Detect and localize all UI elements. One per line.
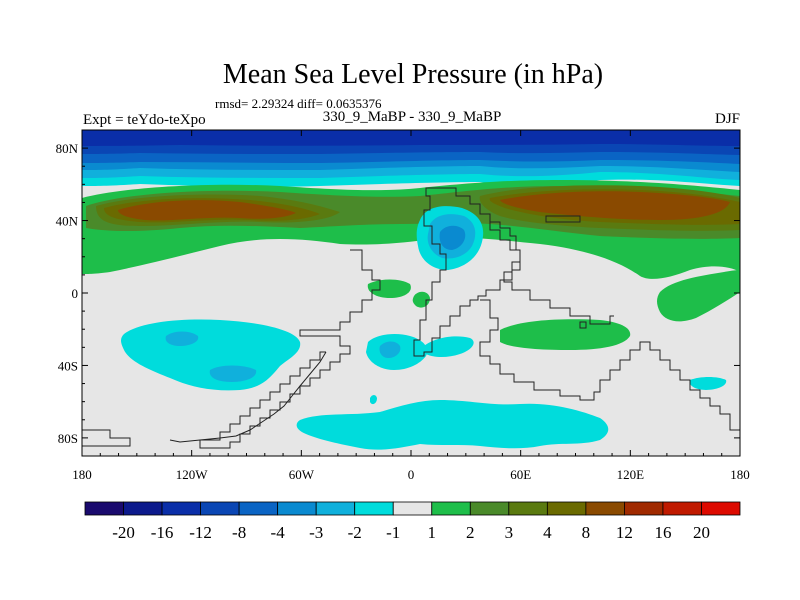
colorbar-swatch [392,501,433,516]
colorbar-label: 8 [582,523,591,542]
left-label: Expt = teYdo-teXpo [83,112,206,128]
colorbar-swatch [200,501,240,516]
low-pacific-east-minus1 [689,377,727,390]
colorbar-label: 2 [466,523,475,542]
colorbar-label: 12 [616,523,633,542]
coastline-maritime [579,321,587,329]
colorbar-label: -2 [348,523,362,542]
colorbar-swatch [508,501,548,516]
low-south-pacific-minus2a [165,331,199,346]
band-plus8-north [118,191,730,221]
colorbar-swatch [238,501,279,516]
colorbar-label: -8 [232,523,246,542]
colorbar-swatch [624,501,664,516]
colorbar-label: -4 [271,523,286,542]
colorbar-swatch [161,501,201,516]
y-axis: 80N 40N 0 40S 80S [56,129,740,457]
low-south-africa-minus1 [424,336,474,357]
center-label: 330_9_MaBP - 330_9_MaBP [323,109,502,125]
colorbar-label: -20 [112,523,135,542]
colorbar-label: 16 [654,523,671,542]
chart-title: Mean Sea Level Pressure (in hPa) [223,59,603,90]
y-tick-label: 0 [72,286,79,301]
colorbar-swatch [546,501,587,516]
colorbar-swatch [354,501,394,516]
coastline-east-asia [545,215,581,223]
x-axis: 180 120W 60W 0 60E 120E 180 [72,130,750,482]
y-tick-label: 40N [56,214,79,229]
band-minus12-north [82,130,740,146]
colorbar-swatch [84,501,124,516]
coastline-indian-ocean [479,299,740,431]
low-southern-ocean-minus1 [296,400,609,450]
colorbar-swatch [469,501,510,516]
high-patch-indian [500,319,631,350]
low-southern-ocean-small [370,395,377,405]
colorbar-label: 20 [693,523,710,542]
x-tick-label: 180 [730,467,750,482]
colorbar-swatch [701,501,741,516]
x-tick-label: 60E [510,467,531,482]
coastline-asia [490,221,614,325]
colorbar-label: 1 [428,523,437,542]
colorbar-label: -1 [386,523,400,542]
high-patch-pacific-east [657,270,740,322]
chart-subtitle: rmsd= 2.29324 diff= 0.0635376 [215,96,382,111]
colorbar: -20 -16 -12 -8 -4 -3 -2 -1 1 2 3 4 8 12 16 20 [84,501,741,542]
low-south-pacific-minus2b [209,365,257,382]
pressure-field [82,130,740,456]
right-label: DJF [715,111,740,127]
x-tick-label: 180 [72,467,92,482]
x-tick-label: 60W [289,467,315,482]
colorbar-swatch [585,501,625,516]
colorbar-swatch [123,501,163,516]
colorbar-label: -3 [309,523,323,542]
coastline-americas [199,249,381,449]
y-tick-label: 40S [58,358,78,373]
high-patch-atlantic [367,279,411,298]
coastline-africa-europe [413,187,521,357]
x-tick-label: 120W [176,467,209,482]
low-south-atlantic-minus2 [379,341,401,358]
y-tick-label: 80S [58,431,78,446]
colorbar-swatch [662,501,702,516]
x-tick-label: 120E [617,467,645,482]
coastlines [82,187,740,449]
colorbar-swatch [277,501,317,516]
colorbar-label: -16 [151,523,174,542]
colorbar-swatch [431,501,471,516]
colorbar-label: 4 [543,523,552,542]
y-tick-label: 80N [56,141,79,156]
colorbar-label: -12 [189,523,212,542]
colorbar-label: 3 [505,523,514,542]
colorbar-swatch [315,501,356,516]
low-north-africa-minus3 [439,225,466,250]
coastline-south-america [169,351,327,443]
x-tick-label: 0 [408,467,415,482]
coastline-antarctic-edge [82,429,131,447]
